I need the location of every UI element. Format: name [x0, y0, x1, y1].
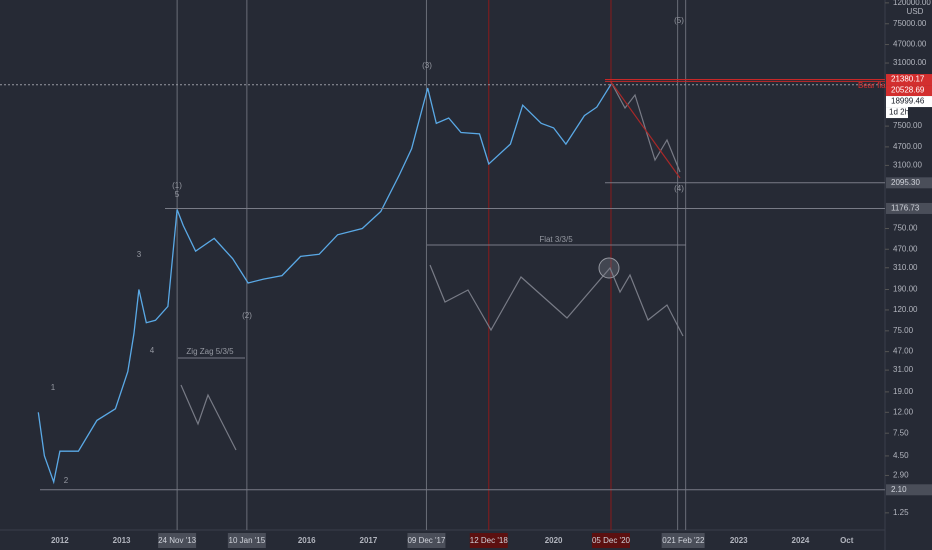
y-tick-label: 47000.00 — [893, 40, 927, 49]
y-tick-label: 4700.00 — [893, 142, 922, 151]
pattern-label: Flat 3/3/5 — [539, 235, 573, 244]
y-tick-label: 7.50 — [893, 428, 909, 437]
projection — [610, 81, 681, 173]
highlight-circle — [598, 257, 620, 279]
y-tick-label: 310.00 — [893, 263, 918, 272]
price-label: 21380.17 — [891, 75, 925, 84]
y-tick-label: 7500.00 — [893, 121, 922, 130]
y-tick-label: 75.00 — [893, 326, 914, 335]
x-tick-label: 24 Nov '13 — [158, 536, 197, 545]
x-tick-label: 05 Dec '20 — [592, 536, 631, 545]
countdown: 1d 2h — [889, 108, 909, 117]
x-tick-label: 2023 — [730, 536, 748, 545]
x-tick-box — [227, 533, 266, 548]
y-tick-label: 120000.00 — [893, 0, 931, 7]
flat-pattern — [429, 264, 684, 337]
y-tick-label: 75000.00 — [893, 19, 927, 28]
x-tick-label: 09 Dec '17 — [407, 536, 446, 545]
x-tick-label: 2013 — [113, 536, 131, 545]
y-tick-label: 470.00 — [893, 244, 918, 253]
zigzag-pattern — [180, 384, 237, 451]
y-tick-label: 2.90 — [893, 471, 909, 480]
price-label-box — [886, 177, 932, 189]
y-tick-label: 47.00 — [893, 347, 914, 356]
y-tick-label: 19.00 — [893, 387, 914, 396]
wave-label: 4 — [150, 346, 155, 355]
x-tick-label: Oct — [840, 536, 854, 545]
y-tick-label: 3100.00 — [893, 161, 922, 170]
y-tick-label: 31000.00 — [893, 58, 927, 67]
bear-flag-label: Bear flag — [858, 81, 890, 90]
price-label: 2095.30 — [891, 178, 920, 187]
x-tick-label: 2017 — [360, 536, 378, 545]
y-tick-label: 190.00 — [893, 285, 918, 294]
price-label-box — [886, 85, 932, 97]
price-label-box — [886, 96, 932, 108]
x-tick-label: 2024 — [792, 536, 810, 545]
y-tick-label: 1.25 — [893, 508, 909, 517]
price-line — [37, 83, 612, 485]
x-tick-label: 12 Dec '18 — [470, 536, 509, 545]
drawings — [178, 81, 686, 451]
price-label: 2.10 — [891, 485, 907, 494]
y-tick-label: 31.00 — [893, 365, 914, 374]
pattern-label: Zig Zag 5/3/5 — [186, 347, 234, 356]
x-tick-box — [591, 533, 630, 548]
wave-label: (4) — [674, 184, 684, 193]
wave-label: 5 — [175, 190, 180, 199]
y-tick-label: 4.50 — [893, 451, 909, 460]
x-tick-label: 21 Feb '22 — [667, 536, 705, 545]
wave-label: (1) — [172, 181, 182, 190]
wave-label: (3) — [422, 61, 432, 70]
x-tick-box — [407, 533, 446, 548]
currency: USD — [907, 7, 924, 16]
wave-label: 3 — [137, 250, 142, 259]
price-label-box — [886, 202, 932, 214]
bear-flag-line — [610, 81, 681, 179]
price-label: 20528.69 — [891, 86, 925, 95]
y-tick-label: 120.00 — [893, 305, 918, 314]
countdown-box — [886, 107, 908, 119]
x-tick-label: 10 Jan '15 — [229, 536, 266, 545]
wave-label: 2 — [64, 476, 69, 485]
y-tick-label: 750.00 — [893, 224, 918, 233]
wave-label: (5) — [674, 16, 684, 25]
x-tick-label: 2016 — [298, 536, 316, 545]
x-tick-box — [158, 533, 197, 548]
x-tick-label: 2020 — [545, 536, 563, 545]
wave-label: 1 — [51, 383, 56, 392]
y-tick-label: 12.00 — [893, 407, 914, 416]
wave-label: (2) — [242, 311, 252, 320]
price-label: 18999.46 — [891, 97, 925, 106]
x-tick-label: 2012 — [51, 536, 69, 545]
x-tick-box — [666, 533, 705, 548]
x-tick-box — [469, 533, 508, 548]
price-label: 1176.73 — [891, 204, 920, 213]
price-label-box — [886, 74, 932, 86]
price-label-box — [886, 484, 932, 496]
